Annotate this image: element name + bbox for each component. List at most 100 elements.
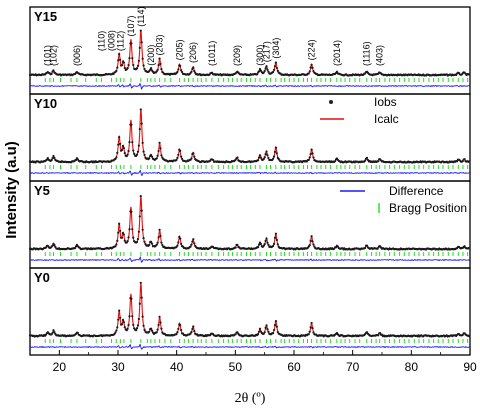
iobs-point (138, 302, 141, 305)
legend-item-bragg-position: Bragg Position (378, 201, 467, 215)
iobs-point (311, 152, 314, 155)
iobs-point (136, 150, 140, 153)
x-tick-label: 40 (170, 360, 184, 374)
iobs-point (234, 246, 237, 249)
iobs-point (138, 46, 141, 50)
iobs-point (141, 228, 144, 231)
hkl-label: (200) (146, 45, 156, 66)
iobs-point (138, 128, 141, 131)
iobs-point (236, 156, 239, 159)
iobs-point (266, 328, 269, 331)
iobs-point (156, 68, 159, 71)
iobs-point (177, 241, 180, 244)
iobs-point (262, 71, 265, 74)
iobs-point (160, 241, 163, 244)
iobs-point (274, 146, 278, 149)
iobs-point (463, 158, 466, 161)
iobs-point (74, 158, 78, 162)
iobs-point (52, 329, 55, 332)
iobs-point (274, 319, 278, 323)
panel-label-y5: Y5 (34, 183, 50, 198)
iobs-point (51, 244, 54, 247)
iobs-point (114, 331, 117, 334)
iobs-point (157, 149, 160, 153)
iobs-point (156, 328, 159, 331)
iobs-point (149, 68, 152, 71)
iobs-point (126, 66, 129, 70)
icalc-line-y10 (30, 108, 471, 163)
hkl-label: (209) (232, 45, 242, 66)
hkl-label: (110) (97, 31, 107, 51)
iobs-point (309, 66, 312, 69)
iobs-point (265, 150, 268, 153)
iobs-point (310, 63, 313, 66)
legend-label-iobs: Iobs (374, 95, 397, 109)
iobs-point (263, 331, 266, 334)
hkl-label: (403) (375, 45, 385, 66)
iobs-point (138, 215, 141, 218)
iobs-point (143, 240, 146, 243)
iobs-point (123, 151, 126, 155)
iobs-point (131, 228, 134, 231)
iobs-point (267, 330, 270, 333)
iobs-point (121, 318, 125, 322)
iobs-point (128, 57, 131, 60)
iobs-point (180, 70, 184, 74)
iobs-point (127, 149, 130, 153)
iobs-point (115, 243, 118, 246)
legend-item-iobs: Iobs (329, 95, 397, 109)
iobs-point (160, 68, 163, 71)
x-axis-label: 2θ (º) (235, 391, 266, 406)
iobs-point (123, 239, 126, 242)
iobs-point (119, 229, 122, 232)
iobs-point (159, 147, 162, 150)
iobs-point (137, 144, 140, 147)
iobs-point (193, 155, 196, 158)
iobs-point (155, 331, 158, 334)
iobs-point (116, 239, 119, 242)
iobs-point (117, 143, 120, 146)
iobs-point (211, 158, 215, 162)
iobs-point (116, 326, 119, 329)
iobs-point (135, 67, 139, 70)
bragg-position-series (44, 78, 469, 343)
iobs-point (307, 158, 310, 161)
iobs-point (137, 317, 140, 321)
iobs-point (137, 59, 140, 62)
iobs-point (139, 29, 142, 32)
iobs-point (53, 330, 56, 334)
iobs-point (140, 209, 143, 212)
iobs-point (142, 64, 145, 67)
iobs-point (76, 331, 79, 335)
legend-item-difference: Difference (340, 184, 444, 198)
iobs-point (312, 243, 315, 246)
iobs-point (135, 327, 139, 330)
iobs-point (156, 241, 159, 244)
iobs-point (119, 58, 122, 61)
iobs-point (257, 333, 260, 336)
difference-line-y5 (29, 255, 471, 263)
iobs-point (273, 324, 277, 327)
iobs-point (149, 240, 153, 243)
iobs-point (122, 147, 125, 150)
iobs-point (116, 151, 119, 155)
legend-item-icalc: Icalc (320, 112, 399, 126)
iobs-point (159, 234, 162, 238)
iobs-point (190, 243, 193, 246)
iobs-point (136, 238, 140, 241)
iobs-point (136, 324, 140, 327)
iobs-point (143, 67, 146, 71)
legend-label-icalc: Icalc (374, 112, 399, 126)
iobs-point (259, 156, 263, 159)
iobs-point (120, 236, 124, 239)
iobs-point (52, 69, 55, 72)
iobs-point (149, 327, 153, 330)
hkl-label: (101) (43, 45, 53, 66)
x-axis-ticks: 20 30 40 50 60 70 80 90 (29, 350, 477, 374)
iobs-point (118, 309, 121, 312)
iobs-point (190, 330, 193, 334)
panel-label-y15: Y15 (34, 9, 57, 24)
iobs-point (51, 331, 54, 335)
iobs-point (263, 243, 266, 246)
